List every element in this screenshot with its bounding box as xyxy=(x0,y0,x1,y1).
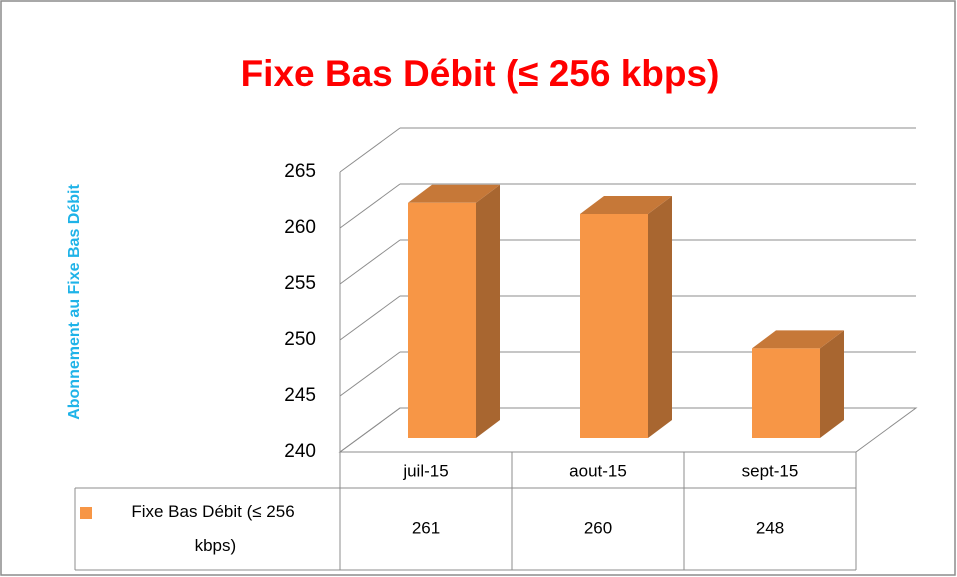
x-tick-label: aout-15 xyxy=(569,461,627,480)
x-tick-label: juil-15 xyxy=(402,461,448,480)
bar-top xyxy=(752,330,844,349)
y-tick-label: 240 xyxy=(284,441,316,462)
bar xyxy=(408,202,476,438)
grid-line xyxy=(339,351,401,397)
bar-side xyxy=(648,196,672,438)
bar-side xyxy=(820,330,844,438)
y-tick-label: 260 xyxy=(284,217,316,238)
chart-title: Fixe Bas Débit (≤ 256 kbps) xyxy=(241,53,720,94)
bar xyxy=(752,348,820,438)
y-tick-label: 265 xyxy=(284,161,316,182)
table-value: 260 xyxy=(584,518,612,537)
grid-line xyxy=(339,127,401,173)
grid-line xyxy=(339,239,401,285)
bar-top xyxy=(580,196,672,214)
grid-line xyxy=(339,295,401,341)
table-value: 248 xyxy=(756,518,784,537)
table-grid xyxy=(74,452,857,571)
bar xyxy=(580,214,648,438)
grid-line xyxy=(339,407,401,453)
legend-swatch xyxy=(80,507,92,519)
grid-line xyxy=(339,183,401,229)
legend-label: Fixe Bas Débit (≤ 256 kbps) xyxy=(131,502,294,555)
bar-top xyxy=(408,184,500,203)
y-tick-label: 245 xyxy=(284,385,316,406)
x-tick-label: sept-15 xyxy=(742,461,799,480)
bar-side xyxy=(476,184,500,438)
y-tick-label: 255 xyxy=(284,273,316,294)
table-value: 261 xyxy=(412,518,440,537)
y-axis-title: Abonnement au Fixe Bas Débit xyxy=(66,184,83,420)
y-tick-label: 250 xyxy=(284,329,316,350)
